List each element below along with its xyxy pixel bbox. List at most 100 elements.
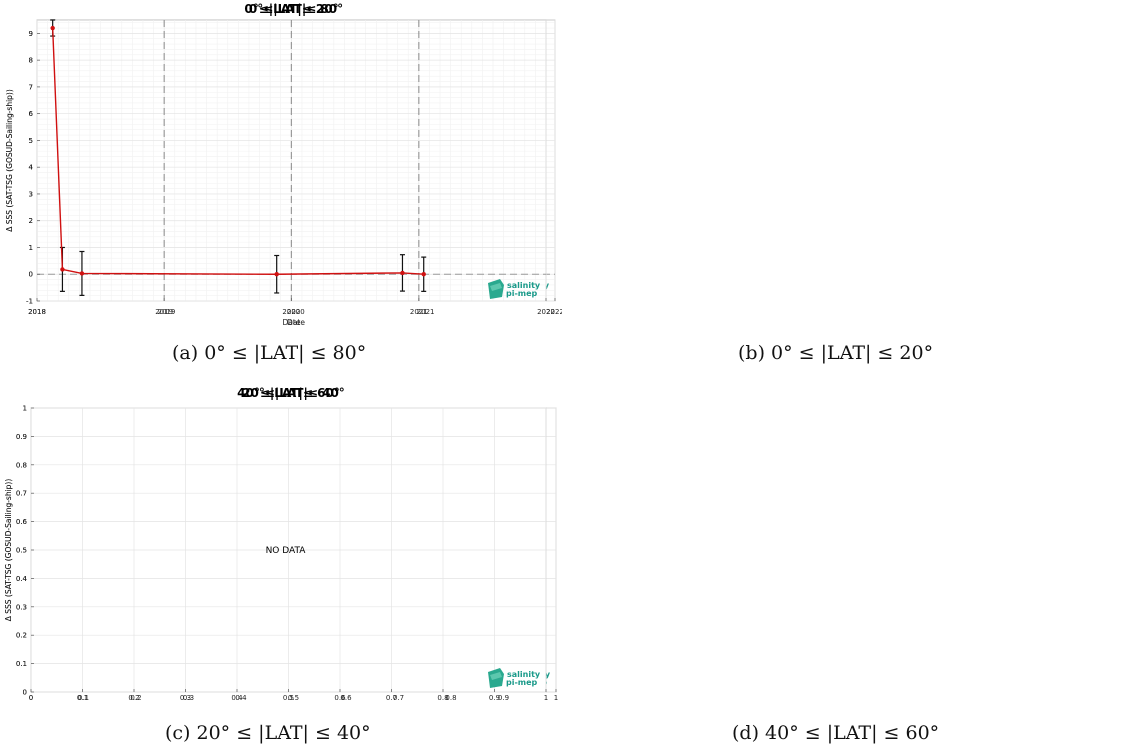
x-tick-label: 0 [29, 694, 33, 702]
logo-mark-highlight-icon [490, 283, 502, 291]
y-tick-label: 0.1 [16, 660, 27, 668]
y-tick-label: 0.6 [16, 518, 28, 526]
x-tick-label: 0.1 [78, 694, 89, 702]
y-tick-label: 9 [29, 30, 33, 38]
x-tick-label: 2022 [546, 308, 562, 316]
y-tick-label: 2 [29, 217, 33, 225]
x-tick-label: 0.8 [437, 694, 448, 702]
y-tick-label: 8 [29, 57, 33, 65]
y-tick-label: 4 [29, 164, 34, 172]
y-tick-label: -1 [26, 298, 33, 306]
y-tick-label: 0 [23, 689, 27, 697]
logo-text-line1: salinity [507, 281, 541, 290]
y-tick-label: 8 [29, 57, 33, 65]
chart-title: 0°≤|LAT|≤ 80° [249, 2, 343, 16]
x-tick-label: 2020 [282, 308, 300, 316]
y-tick-label: 0.8 [16, 461, 27, 469]
y-tick-label: 0.9 [16, 433, 27, 441]
y-tick-label: 1 [23, 405, 27, 413]
x-tick-label: 0.3 [180, 694, 191, 702]
caption-c: (c) 20° ≤ |LAT| ≤ 40° [165, 722, 371, 744]
data-point [60, 267, 65, 272]
y-axis-label: Δ SSS (SAT-TSG (GOSUD-Sailing-ship)) [5, 89, 14, 232]
y-tick-label: 3 [29, 190, 33, 198]
chart-svg-b: 2018 2019 2020 2021 2022 -1 0 1 2 3 4 5 6 7 8 9 0°≤|LAT|… [5, 2, 555, 327]
chart-title: 40°≤|LAT|≤ 60° [237, 386, 340, 400]
chart-title: 0°≤|LAT|≤ 20° [244, 2, 338, 16]
logo-text-line1: salinity [507, 670, 541, 679]
x-tick-label: 2018 [28, 308, 46, 316]
x-tick-label: 0.6 [340, 694, 352, 702]
y-tick-label: 0.7 [16, 490, 27, 498]
y-tick-label: 0.5 [16, 547, 27, 555]
y-tick-label: 0.3 [16, 603, 27, 611]
y-axis-label: Δ SSS (SAT-TSG (GOSUD-Sailing-ship)) [4, 479, 13, 622]
y-axis-label: Δ SSS (SAT-TSG (GOSUD-Sailing-ship)) [4, 479, 13, 622]
x-tick-label: 0.9 [498, 694, 509, 702]
chart-title: 20°≤|LAT|≤ 40° [242, 386, 345, 400]
x-tick-label: 0.8 [445, 694, 456, 702]
x-tick-label: 0.5 [283, 694, 294, 702]
y-axis-label: Δ SSS (SAT-TSG (GOSUD-Sailing-ship)) [5, 89, 14, 232]
x-tick-label: 0 [29, 694, 33, 702]
x-tick-label: 0.5 [288, 694, 299, 702]
y-tick-label: 6 [29, 110, 34, 118]
y-tick-label: 1 [29, 244, 33, 252]
x-tick-label: 0.9 [489, 694, 500, 702]
y-tick-label: 0.5 [16, 547, 27, 555]
x-tick-label: 2019 [157, 308, 175, 316]
y-tick-label: 5 [29, 137, 33, 145]
y-tick-label: 1 [23, 405, 27, 413]
caption-d: (d) 40° ≤ |LAT| ≤ 60° [732, 722, 940, 744]
y-tick-label: 0.2 [16, 632, 27, 640]
y-tick-label: 0 [23, 689, 27, 697]
y-tick-label: 0.9 [16, 433, 27, 441]
y-tick-label: 3 [29, 190, 33, 198]
x-tick-label: 2021 [410, 308, 428, 316]
logo-mark-highlight-icon [490, 672, 502, 680]
y-tick-label: 2 [29, 217, 33, 225]
x-tick-label: 0.4 [235, 694, 247, 702]
data-point [50, 25, 55, 31]
x-tick-label: 2022 [537, 308, 555, 316]
x-tick-label: 1 [554, 694, 558, 702]
x-tick-label: 2020 [287, 308, 305, 316]
x-tick-label: 0.3 [183, 694, 194, 702]
y-tick-label: 0.7 [16, 490, 27, 498]
no-data-label: NO DATA [266, 546, 307, 556]
y-tick-label: 5 [29, 137, 33, 145]
y-tick-label: 0.6 [16, 518, 28, 526]
y-tick-label: -1 [26, 298, 33, 306]
x-tick-label: 2019 [155, 308, 173, 316]
y-tick-label: 0 [29, 271, 33, 279]
logo-text-line2: pi-mep [506, 678, 538, 687]
data-point [274, 272, 279, 277]
y-tick-label: 0.8 [16, 461, 27, 469]
x-tick-label: 2021 [417, 308, 435, 316]
x-tick-label: 0.6 [334, 694, 346, 702]
y-tick-label: 6 [29, 110, 34, 118]
y-tick-label: 7 [29, 83, 33, 91]
y-tick-label: 0.4 [16, 575, 28, 583]
y-tick-label: 0.4 [16, 575, 28, 583]
y-tick-label: 0.2 [16, 632, 27, 640]
chart-panel-d: 0 0.1 0.2 0.3 0.4 0.5 0.6 0.7 0.8 0.9 1 0 0.1 0.2 0.3 0… [0, 378, 562, 703]
x-axis-label: Date [287, 318, 305, 327]
x-tick-label: 0.2 [128, 694, 139, 702]
x-tick-label: 0.4 [231, 694, 243, 702]
x-axis-label: Date [283, 318, 301, 327]
y-tick-label: 9 [29, 30, 33, 38]
y-tick-label: 0.1 [16, 660, 27, 668]
y-tick-label: 0 [29, 271, 33, 279]
logo-text-line2: pi-mep [506, 289, 538, 298]
chart-svg-d: 0 0.1 0.2 0.3 0.4 0.5 0.6 0.7 0.8 0.9 1 0 0.1 0.2 0.3 0… [4, 386, 548, 702]
x-tick-label: 0.2 [130, 694, 141, 702]
caption-b: (b) 0° ≤ |LAT| ≤ 20° [738, 342, 934, 364]
x-tick-label: 0.7 [393, 694, 404, 702]
data-point [79, 271, 85, 276]
x-tick-label: 1 [544, 694, 548, 702]
data-point [421, 272, 426, 277]
y-tick-label: 1 [29, 244, 33, 252]
